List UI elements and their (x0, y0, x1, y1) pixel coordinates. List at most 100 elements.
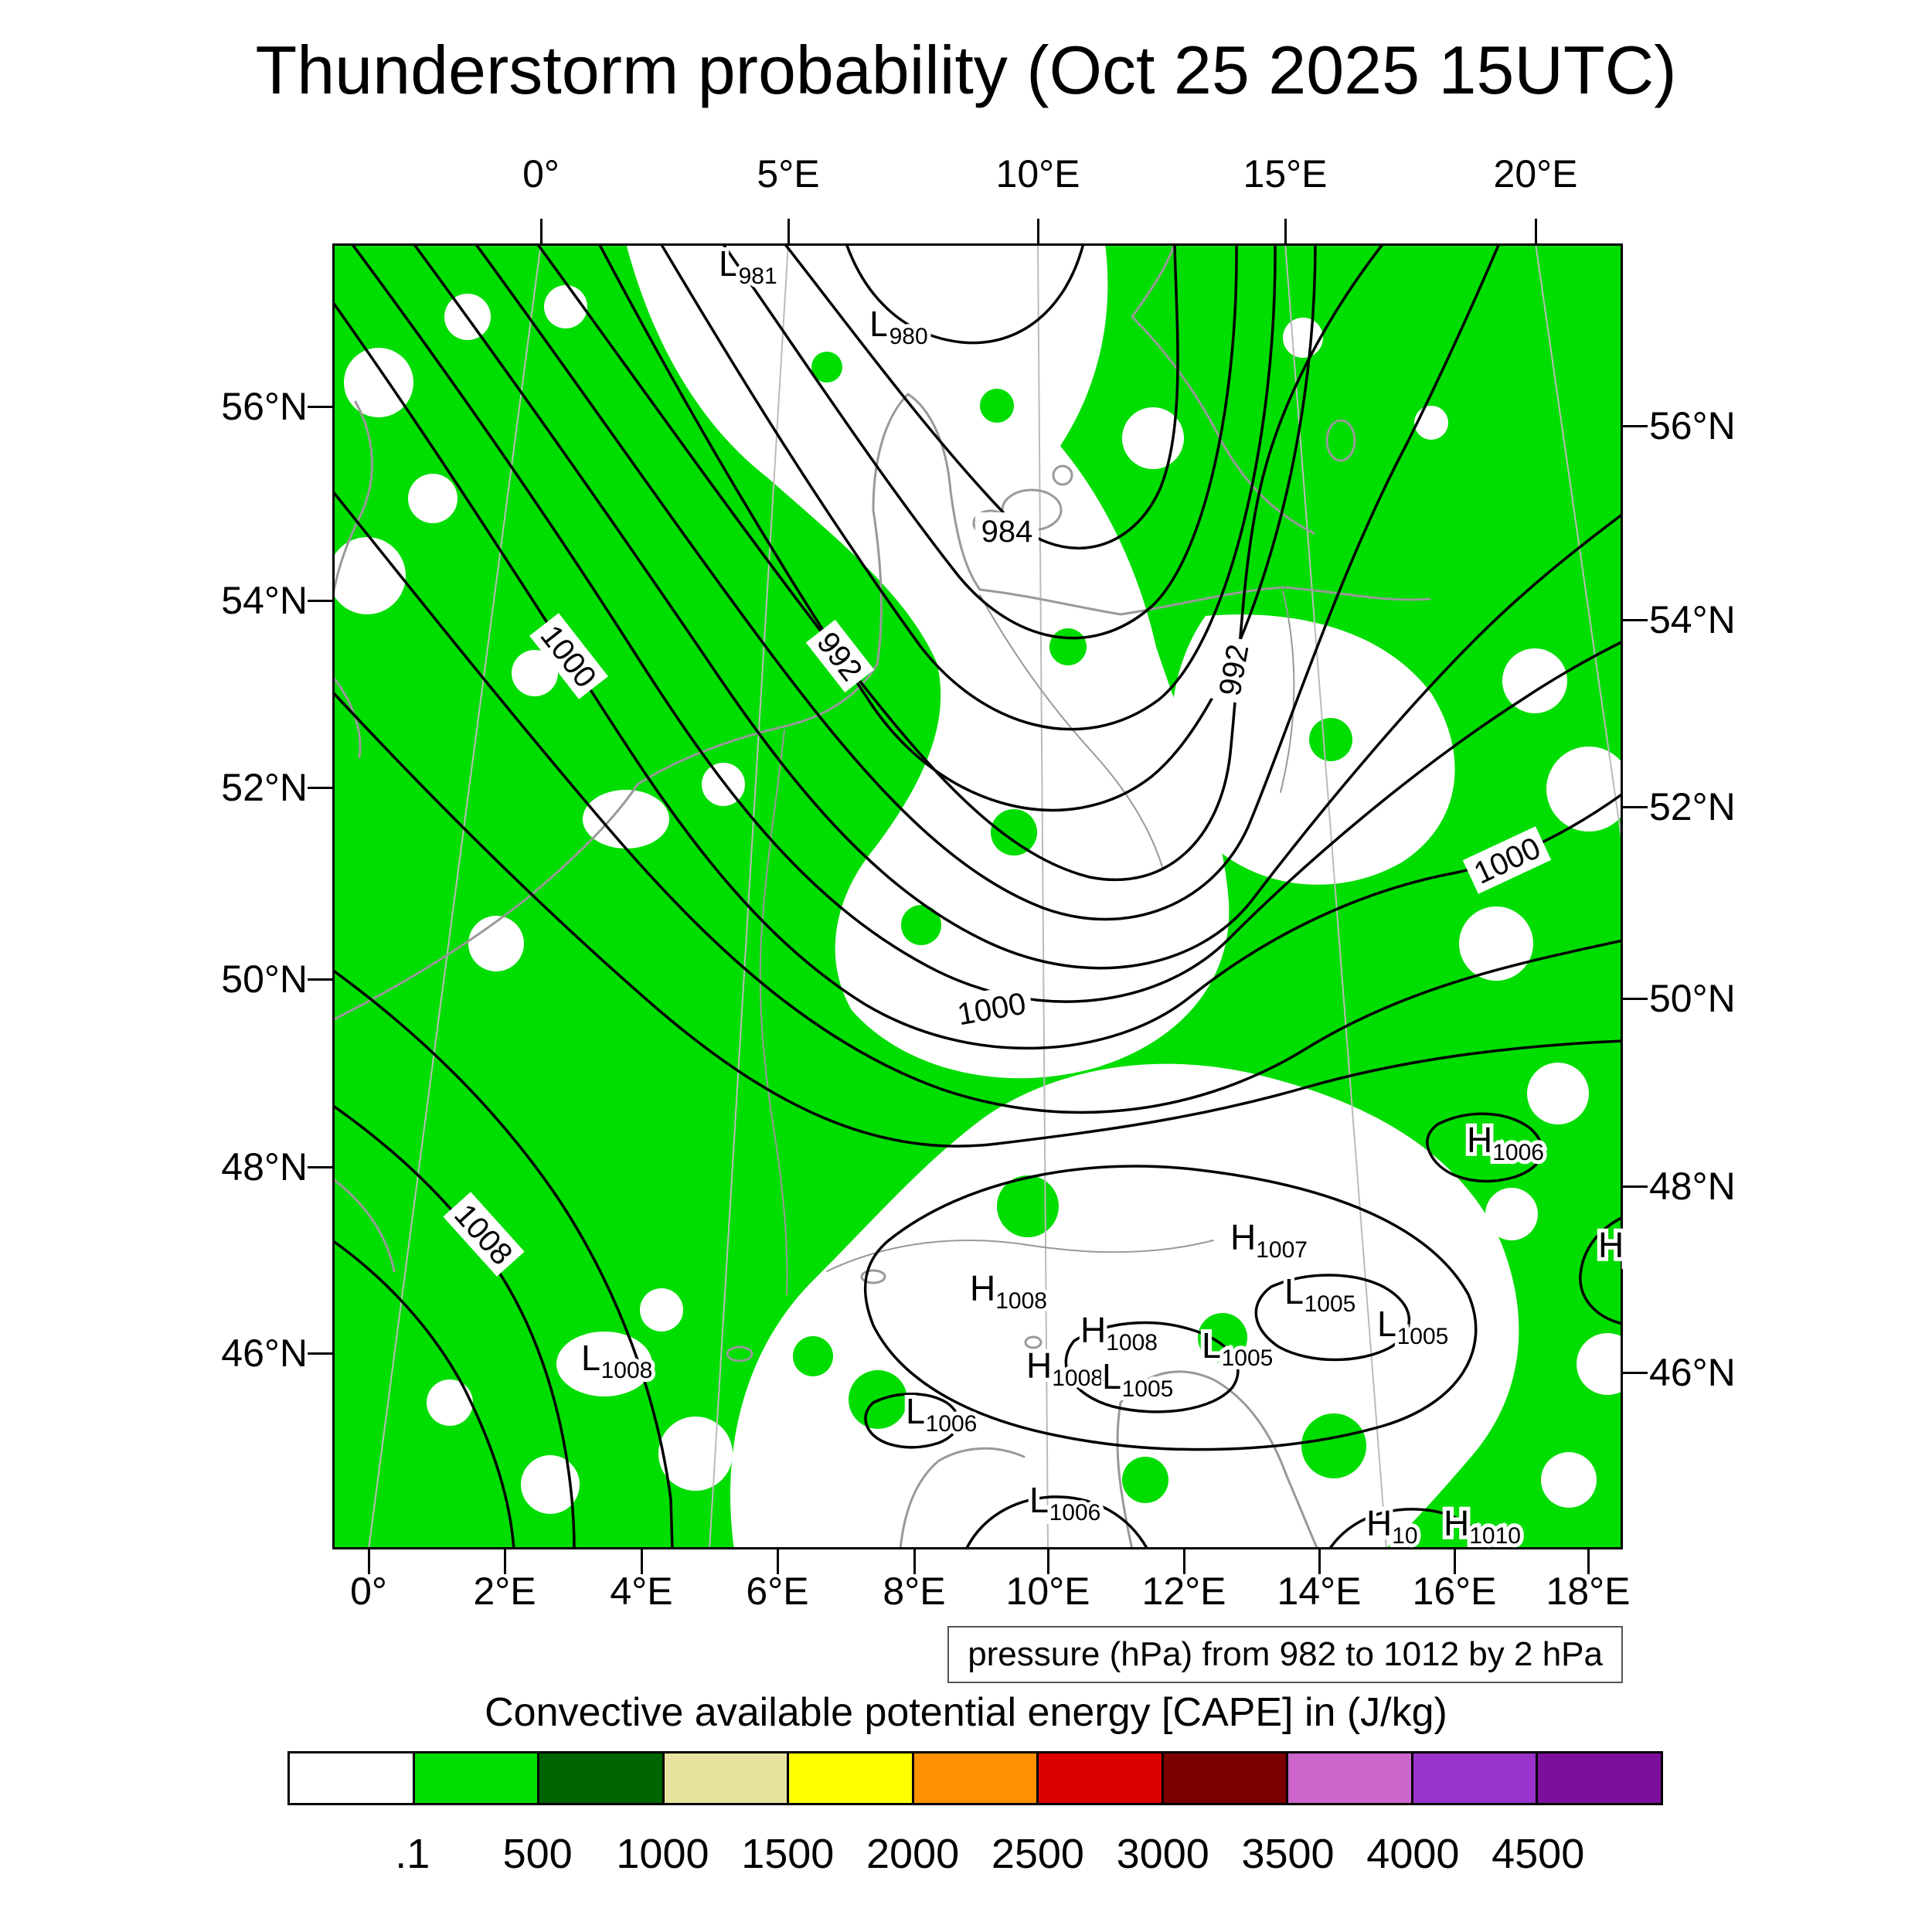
top-axis-label: 5°E (757, 152, 820, 196)
bottom-axis-tick (1587, 1549, 1590, 1574)
left-axis-tick (308, 978, 332, 981)
pressure-center-label: L980 (869, 304, 928, 349)
right-axis-label: 56°N (1649, 404, 1736, 447)
bottom-axis-label: 16°E (1412, 1570, 1497, 1613)
top-axis-tick (1534, 219, 1537, 243)
pressure-center-label: H1007 (1230, 1217, 1308, 1263)
colorbar-tick-label: 3000 (1116, 1831, 1209, 1877)
colorbar-tick-label: .1 (395, 1831, 430, 1877)
colorbar-title: Convective available potential energy [C… (485, 1690, 1447, 1735)
left-axis-tick (308, 786, 332, 789)
pressure-center-label: H1008 (970, 1268, 1047, 1314)
colorbar-cell (1288, 1753, 1413, 1803)
colorbar-tick-label: 500 (502, 1831, 573, 1877)
bottom-axis-tick (1453, 1549, 1456, 1574)
pressure-center-label: L1005 (1284, 1271, 1355, 1317)
pressure-contour-layer (332, 243, 1623, 1549)
left-axis-label: 52°N (221, 766, 308, 809)
right-axis-label: 46°N (1649, 1351, 1736, 1394)
colorbar-cell (1039, 1753, 1164, 1803)
chart-title: Thunderstorm probability (Oct 25 2025 15… (255, 32, 1677, 108)
colorbar-cell (664, 1753, 790, 1803)
bottom-axis-tick (640, 1549, 643, 1574)
map-frame: 1000992984992100010001008L981L980H1006H1… (332, 243, 1623, 1549)
bottom-axis-tick (776, 1549, 779, 1574)
colorbar-tick-label: 3500 (1241, 1831, 1335, 1877)
top-axis-label: 15°E (1243, 152, 1328, 196)
top-axis-tick (1036, 219, 1039, 243)
pressure-center-label: H100 (1598, 1225, 1623, 1270)
pressure-center-label: L1005 (1377, 1304, 1448, 1349)
left-axis-tick (308, 599, 332, 602)
pressure-center-label: H1008 (1080, 1310, 1158, 1355)
bottom-axis-label: 14°E (1277, 1570, 1362, 1613)
top-axis-label: 20°E (1493, 152, 1578, 196)
right-axis-tick (1623, 997, 1648, 1000)
pressure-center-label: L1006 (906, 1391, 977, 1437)
right-axis-tick (1623, 1371, 1648, 1374)
bottom-axis-label: 6°E (746, 1570, 809, 1613)
bottom-axis-tick (503, 1549, 506, 1574)
top-axis-label: 10°E (995, 152, 1080, 196)
svg-text:984: 984 (981, 515, 1033, 549)
colorbar-tick-label: 1000 (616, 1831, 709, 1877)
pressure-center-label: L1008 (581, 1338, 652, 1383)
right-axis-tick (1623, 1185, 1648, 1188)
colorbar-cell (414, 1753, 540, 1803)
top-axis-tick (1284, 219, 1287, 243)
colorbar-cell (539, 1753, 665, 1803)
left-axis-label: 48°N (221, 1145, 308, 1189)
bottom-axis-tick (1318, 1549, 1321, 1574)
right-axis-label: 48°N (1649, 1165, 1736, 1208)
bottom-axis-label: 10°E (1005, 1570, 1090, 1613)
map-border (332, 243, 1623, 1549)
left-axis-tick (308, 1165, 332, 1168)
pressure-center-label: H1008 (1026, 1345, 1104, 1391)
colorbar-cell (913, 1753, 1039, 1803)
left-axis-label: 54°N (221, 579, 308, 622)
colorbar-tick-label: 2500 (991, 1831, 1084, 1877)
colorbar-tick-label: 2000 (866, 1831, 960, 1877)
left-axis-label: 46°N (221, 1332, 308, 1375)
pressure-center-label: L981 (719, 243, 777, 289)
colorbar-tick-label: 1500 (741, 1831, 835, 1877)
colorbar-tick-label: 4000 (1366, 1831, 1460, 1877)
right-axis-label: 50°N (1649, 977, 1736, 1020)
cape-shading-layer (332, 243, 1623, 1549)
bottom-axis-tick (913, 1549, 916, 1574)
contour-label: 984 (975, 512, 1039, 549)
left-axis-tick (308, 1352, 332, 1355)
top-axis-tick (539, 219, 543, 243)
pressure-center-label: L1005 (1102, 1356, 1173, 1402)
colorbar-cell (1163, 1753, 1289, 1803)
bottom-axis-tick (367, 1549, 370, 1574)
right-axis-label: 54°N (1649, 598, 1736, 641)
coastline-layer (332, 243, 1431, 1549)
weather-map: 1000992984992100010001008L981L980H1006H1… (332, 243, 1623, 1549)
bottom-axis-label: 4°E (610, 1570, 673, 1613)
bottom-axis-tick (1046, 1549, 1049, 1574)
bottom-axis-tick (1182, 1549, 1185, 1574)
right-axis-label: 52°N (1649, 785, 1736, 828)
bottom-axis-label: 18°E (1546, 1570, 1631, 1613)
bottom-axis-label: 8°E (883, 1570, 946, 1613)
right-axis-tick (1623, 424, 1648, 427)
bottom-axis-label: 12°E (1141, 1570, 1226, 1613)
pressure-center-label: H1006 (1467, 1120, 1544, 1165)
pressure-center-label: H10 (1366, 1503, 1418, 1549)
pressure-center-label: L1005 (1202, 1325, 1273, 1371)
right-axis-tick (1623, 805, 1648, 808)
pressure-center-label: L1006 (1029, 1480, 1100, 1526)
colorbar (287, 1751, 1663, 1805)
pressure-caption: pressure (hPa) from 982 to 1012 by 2 hPa (947, 1626, 1623, 1683)
contour-label: 992 (1209, 635, 1257, 705)
pressure-labels-layer: 1000992984992100010001008L981L980H1006H1… (443, 243, 1623, 1549)
colorbar-cell (1538, 1753, 1662, 1803)
left-axis-label: 56°N (221, 385, 308, 428)
colorbar-cell (789, 1753, 914, 1803)
pressure-center-label: H1010 (1444, 1503, 1521, 1549)
colorbar-cell (1413, 1753, 1539, 1803)
top-axis-tick (787, 219, 790, 243)
left-axis-tick (308, 405, 332, 408)
